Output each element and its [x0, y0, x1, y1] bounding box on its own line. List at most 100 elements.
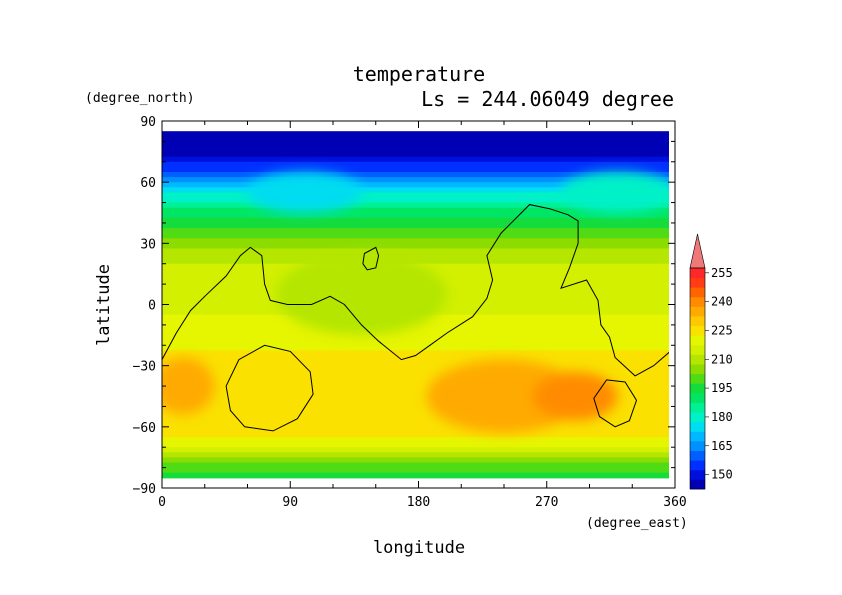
- colorbar-frame: [689, 267, 706, 490]
- hellas-contour: [225, 344, 314, 432]
- x-axis-label: longitude: [373, 538, 465, 558]
- colorbar-cell: [690, 335, 705, 346]
- colorbar-cell: [690, 450, 705, 461]
- temperature-band: [162, 217, 669, 224]
- temperature-anomaly: [354, 365, 426, 427]
- colorbar-cell: [690, 412, 705, 423]
- colorbar-cell: [690, 277, 705, 288]
- y-tick-label: −60: [133, 421, 156, 436]
- chart-subtitle: Ls = 244.06049 degree: [421, 87, 674, 111]
- x-tick-label: 90: [282, 495, 298, 510]
- colorbar-cell: [690, 316, 705, 327]
- temperature-band: [162, 447, 669, 453]
- temperature-band: [162, 207, 669, 214]
- colorbar-cell: [690, 364, 705, 375]
- colorbar-label: 225: [711, 323, 733, 337]
- temperature-band: [162, 182, 669, 188]
- colorbar-extend-arrow: [689, 233, 706, 269]
- temperature-band: [162, 345, 669, 351]
- temperature-band: [162, 222, 669, 229]
- chart-title: temperature: [353, 62, 485, 86]
- temperature-band: [162, 360, 669, 367]
- temperature-band: [162, 197, 669, 204]
- temperature-band: [162, 324, 669, 331]
- colorbar-cell: [690, 402, 705, 413]
- colorbar-cell: [690, 421, 705, 432]
- temperature-band: [162, 431, 669, 438]
- colorbar-label: 195: [711, 381, 733, 395]
- temperature-band: [162, 472, 669, 479]
- x-tick-label: 360: [663, 495, 686, 510]
- contour-lines: [162, 204, 669, 432]
- axis-ticks: 0 90 180 270 360 90 60 30 0 −30 −60 −90: [133, 115, 687, 510]
- temperature-anomaly: [276, 253, 447, 336]
- x-tick-label: 270: [535, 495, 558, 510]
- temperature-band: [162, 146, 669, 153]
- colorbar-label: 150: [711, 468, 733, 482]
- temperature-anomaly: [247, 171, 362, 213]
- colorbar-label: 240: [711, 295, 733, 309]
- colorbar: 255 240 225 210 195 180 165 150: [689, 233, 733, 490]
- temperature-anomaly: [532, 371, 618, 421]
- temperature-band: [162, 467, 669, 474]
- temperature-band: [162, 329, 669, 336]
- temperature-band: [162, 166, 669, 173]
- temperature-band: [162, 187, 669, 193]
- temperature-band: [162, 437, 669, 443]
- temperature-band: [162, 131, 669, 137]
- temperature-band: [162, 177, 669, 183]
- colorbar-cell: [690, 373, 705, 384]
- temperature-anomalies: [162, 171, 669, 433]
- temperature-band: [162, 416, 669, 423]
- north-blob-contour: [362, 246, 380, 271]
- colorbar-cell: [690, 479, 705, 490]
- temperature-band: [162, 192, 669, 199]
- temperature-band: [162, 370, 669, 377]
- temperature-band: [162, 212, 669, 219]
- colorbar-cell: [690, 287, 705, 298]
- y-tick-label: 90: [140, 115, 156, 130]
- y-tick-label: −90: [133, 482, 156, 497]
- temperature-band: [162, 365, 669, 372]
- colorbar-cell: [690, 392, 705, 403]
- topography-contour: [162, 204, 669, 377]
- y-tick-label: 60: [140, 176, 156, 191]
- temperature-band: [162, 228, 669, 234]
- y-axis-label: latitude: [94, 264, 114, 346]
- colorbar-cell: [690, 306, 705, 317]
- temperature-band: [162, 248, 669, 255]
- temperature-band: [162, 355, 669, 362]
- colorbar-cell: [690, 268, 705, 279]
- x-tick-label: 180: [407, 495, 430, 510]
- temperature-band: [162, 161, 669, 168]
- argyre-contour: [593, 379, 638, 428]
- temperature-band: [162, 141, 669, 148]
- colorbar-cell: [690, 431, 705, 442]
- temperature-band: [162, 253, 669, 260]
- temperature-band: [162, 151, 669, 158]
- colorbar-cell: [690, 460, 705, 471]
- x-tick-label: 0: [158, 495, 166, 510]
- colorbar-label: 255: [711, 266, 733, 280]
- x-unit-label: (degree_east): [586, 516, 688, 531]
- colorbar-label: 180: [711, 410, 733, 424]
- colorbar-cell: [690, 440, 705, 451]
- temperature-band: [162, 238, 669, 244]
- temperature-band: [162, 340, 669, 346]
- temperature-band: [162, 335, 669, 341]
- temperature-band: [162, 350, 669, 357]
- temperature-band: [162, 452, 669, 459]
- temperature-band: [162, 421, 669, 428]
- temperature-anomaly: [425, 359, 583, 433]
- temperature-band: [162, 136, 669, 142]
- temperature-anomaly: [561, 171, 669, 213]
- y-tick-label: 30: [140, 237, 156, 252]
- temperature-band: [162, 258, 669, 265]
- y-unit-label: (degree_north): [85, 91, 195, 106]
- temperature-band: [162, 442, 669, 448]
- colorbar-label: 210: [711, 352, 733, 366]
- colorbar-cell: [690, 344, 705, 355]
- colorbar-cell: [690, 469, 705, 480]
- temperature-band: [162, 426, 669, 433]
